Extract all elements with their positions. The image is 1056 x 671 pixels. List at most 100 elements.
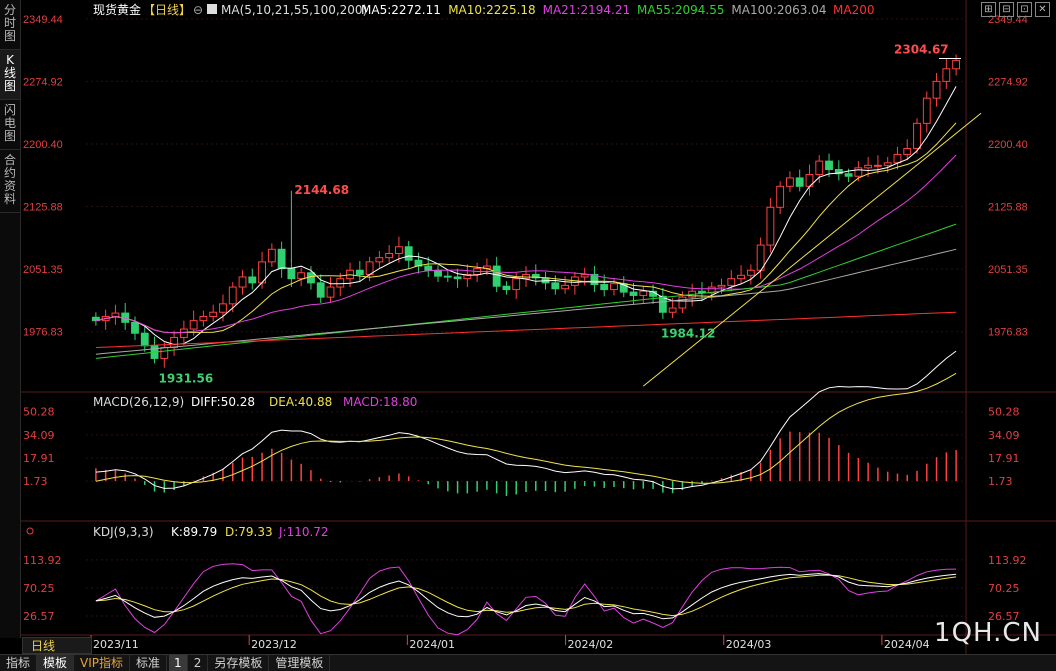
candle-body-38 — [463, 273, 472, 280]
candle-body-59 — [668, 307, 677, 313]
candle-body-64 — [717, 284, 726, 288]
macd-value: MACD:18.80 — [343, 395, 417, 409]
kdj-d-line — [95, 574, 957, 617]
candle-body-4 — [131, 321, 139, 334]
candle-body-31 — [395, 246, 403, 254]
candle-body-79 — [864, 164, 873, 169]
price-label-right-2: 2200.40 — [988, 139, 1028, 151]
bottom-toolbar: 指标 模板 VIP指标 标准 1 2 另存模板 管理模板 — [0, 654, 1056, 671]
kdj-settings-icon — [26, 527, 34, 535]
candle-body-52 — [600, 284, 609, 291]
candle-body-19 — [277, 248, 286, 270]
macd-label-left-2: 17.91 — [23, 452, 55, 465]
candle-body-58 — [658, 295, 667, 313]
candle-body-74 — [815, 160, 824, 176]
side-tab-2[interactable]: 闪电图 — [0, 100, 20, 150]
candle-body-65 — [727, 278, 736, 286]
ma-item-2: MA21:2194.21 — [543, 3, 631, 17]
candle-body-45 — [531, 273, 540, 279]
date-label-0: 2023/11 — [93, 638, 139, 651]
window-tool-icon-1[interactable]: ⊟ — [999, 2, 1014, 17]
candle-body-53 — [610, 283, 618, 291]
candle-body-84 — [913, 122, 921, 150]
period-label: 【日线】 — [143, 3, 191, 17]
candle-body-10 — [189, 320, 198, 330]
macd-label-left-1: 34.09 — [23, 429, 55, 442]
candle-body-23 — [316, 282, 325, 298]
window-tools: ⊞ ⊟ ⊡ ✕ — [981, 2, 1050, 17]
candle-body-85 — [922, 97, 931, 124]
candle-body-9 — [179, 328, 188, 338]
kdj-label-right-1: 70.25 — [988, 582, 1020, 595]
candle-body-83 — [903, 148, 912, 155]
candle-body-22 — [307, 272, 315, 284]
ma21-line — [95, 154, 957, 334]
symbol-name: 现货黄金 — [93, 2, 141, 17]
price-label-left-1: 2274.92 — [23, 76, 63, 88]
period-button[interactable]: 日线 — [22, 637, 92, 654]
candle-body-63 — [707, 286, 716, 294]
candle-body-16 — [248, 276, 257, 284]
ma55-line — [95, 223, 957, 359]
macd-label-right-3: 1.73 — [988, 475, 1013, 488]
candle-body-0 — [91, 316, 100, 322]
candle-body-88 — [952, 59, 961, 70]
candle-body-34 — [424, 265, 433, 271]
bottom-tab-3[interactable]: 标准 — [130, 655, 168, 671]
kdj-d: D:79.33 — [225, 525, 273, 539]
ma100-line — [95, 248, 957, 355]
bottom-tab-6[interactable]: 另存模板 — [208, 655, 270, 671]
date-label-5: 2024/04 — [884, 638, 930, 651]
ma200-line — [95, 311, 957, 348]
macd-dea-line — [95, 372, 957, 484]
candle-body-27 — [355, 269, 364, 275]
annotation-peak: 2144.68 — [294, 183, 349, 197]
candle-body-12 — [209, 311, 218, 317]
window-tool-icon-0[interactable]: ⊞ — [981, 2, 996, 17]
ma-item-1: MA10:2225.18 — [448, 3, 536, 17]
candle-body-66 — [737, 274, 745, 280]
bottom-tab-0[interactable]: 指标 — [0, 655, 38, 671]
candle-body-36 — [443, 275, 452, 278]
ma-item-5: MA200 — [833, 3, 874, 17]
window-tool-icon-3[interactable]: ✕ — [1035, 2, 1050, 17]
candle-body-56 — [639, 290, 648, 296]
candle-body-7 — [160, 347, 169, 359]
kdj-k-line — [95, 573, 957, 620]
macd-label-right-0: 50.28 — [988, 406, 1020, 419]
candle-body-20 — [287, 268, 296, 280]
candle-body-24 — [326, 286, 335, 298]
kdj-label-left-2: 26.57 — [23, 610, 55, 623]
price-label-right-5: 1976.83 — [988, 327, 1028, 339]
candle-body-72 — [795, 177, 804, 187]
candle-body-67 — [746, 269, 755, 276]
candle-body-25 — [336, 278, 345, 288]
macd-diff-line — [95, 350, 957, 490]
candle-body-29 — [375, 257, 384, 263]
candle-body-51 — [590, 273, 599, 286]
window-tool-icon-2[interactable]: ⊡ — [1017, 2, 1032, 17]
candle-body-41 — [492, 265, 501, 287]
candle-body-80 — [873, 164, 882, 167]
price-label-left-2: 2200.40 — [23, 139, 63, 151]
macd-label-right-1: 34.09 — [988, 429, 1020, 442]
candle-body-37 — [453, 276, 462, 280]
candle-body-35 — [434, 269, 442, 277]
candle-body-5 — [140, 332, 149, 347]
candle-body-71 — [786, 177, 794, 187]
candle-body-42 — [502, 285, 511, 291]
bottom-tab-7[interactable]: 管理模板 — [269, 655, 331, 671]
side-tab-0[interactable]: 分时图 — [0, 0, 20, 50]
ma-item-0: MA5:2272.11 — [361, 3, 441, 17]
candle-body-13 — [219, 303, 227, 313]
annotation-low-nov: 1931.56 — [159, 372, 214, 386]
bottom-tab-4[interactable]: 1 — [169, 655, 188, 671]
bottom-tab-2[interactable]: VIP指标 — [74, 655, 131, 671]
bottom-tab-5[interactable]: 2 — [188, 655, 209, 671]
price-label-right-3: 2125.88 — [988, 202, 1028, 214]
side-tab-3[interactable]: 合约资料 — [0, 150, 20, 213]
bottom-tab-1[interactable]: 模板 — [37, 655, 75, 671]
candle-body-60 — [678, 296, 687, 309]
